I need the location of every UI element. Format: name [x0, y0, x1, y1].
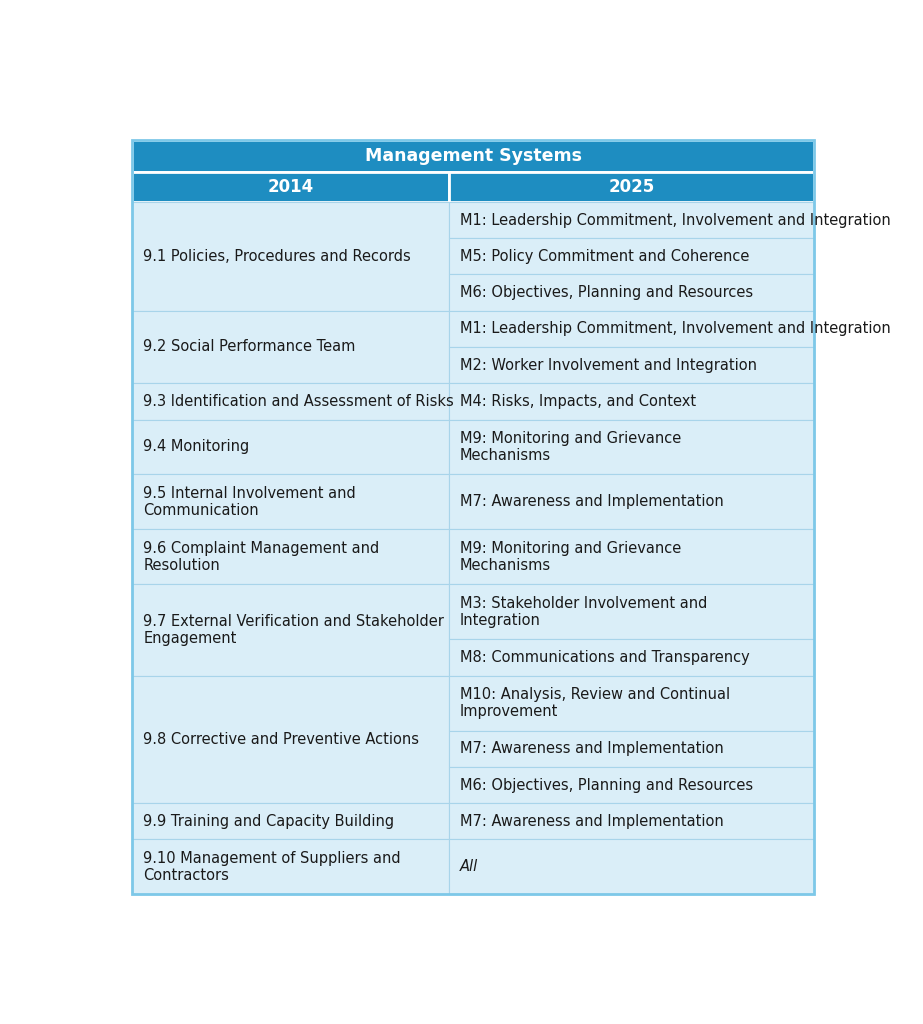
Text: M8: Communications and Transparency: M8: Communications and Transparency: [460, 650, 749, 665]
Bar: [132, 420, 450, 474]
Bar: [450, 585, 814, 639]
Text: 9.5 Internal Involvement and
Communication: 9.5 Internal Involvement and Communicati…: [143, 485, 356, 518]
Bar: [450, 420, 814, 474]
Text: 9.2 Social Performance Team: 9.2 Social Performance Team: [143, 340, 355, 354]
Bar: [132, 585, 450, 676]
Text: 9.7 External Verification and Stakeholder
Engagement: 9.7 External Verification and Stakeholde…: [143, 613, 444, 646]
Text: 9.8 Corrective and Preventive Actions: 9.8 Corrective and Preventive Actions: [143, 732, 419, 746]
Bar: [450, 803, 814, 840]
Bar: [450, 529, 814, 585]
Text: 9.9 Training and Capacity Building: 9.9 Training and Capacity Building: [143, 814, 394, 828]
Text: M6: Objectives, Planning and Resources: M6: Objectives, Planning and Resources: [460, 777, 753, 793]
Bar: [450, 474, 814, 529]
Bar: [132, 474, 450, 529]
Bar: [450, 639, 814, 676]
Text: M7: Awareness and Implementation: M7: Awareness and Implementation: [460, 495, 724, 510]
Bar: [132, 840, 450, 894]
Text: All: All: [460, 859, 478, 874]
Text: 9.4 Monitoring: 9.4 Monitoring: [143, 439, 249, 455]
Text: M5: Policy Commitment and Coherence: M5: Policy Commitment and Coherence: [460, 249, 749, 264]
Text: M9: Monitoring and Grievance
Mechanisms: M9: Monitoring and Grievance Mechanisms: [460, 541, 681, 573]
Text: 9.6 Complaint Management and
Resolution: 9.6 Complaint Management and Resolution: [143, 541, 379, 573]
Bar: [450, 676, 814, 731]
Text: M3: Stakeholder Involvement and
Integration: M3: Stakeholder Involvement and Integrat…: [460, 596, 707, 628]
Bar: [450, 347, 814, 383]
Bar: [450, 840, 814, 894]
Bar: [450, 731, 814, 767]
Text: M7: Awareness and Implementation: M7: Awareness and Implementation: [460, 814, 724, 828]
Bar: [450, 202, 814, 239]
Bar: [132, 140, 814, 172]
Text: M9: Monitoring and Grievance
Mechanisms: M9: Monitoring and Grievance Mechanisms: [460, 431, 681, 463]
Bar: [450, 767, 814, 803]
Text: M4: Risks, Impacts, and Context: M4: Risks, Impacts, and Context: [460, 394, 696, 409]
Text: M1: Leadership Commitment, Involvement and Integration: M1: Leadership Commitment, Involvement a…: [460, 213, 891, 227]
Text: M10: Analysis, Review and Continual
Improvement: M10: Analysis, Review and Continual Impr…: [460, 687, 730, 720]
Bar: [450, 172, 814, 202]
Bar: [132, 676, 450, 803]
Text: 9.1 Policies, Procedures and Records: 9.1 Policies, Procedures and Records: [143, 249, 411, 264]
Bar: [450, 383, 814, 420]
Text: M6: Objectives, Planning and Resources: M6: Objectives, Planning and Resources: [460, 285, 753, 300]
Text: 9.10 Management of Suppliers and
Contractors: 9.10 Management of Suppliers and Contrac…: [143, 851, 401, 883]
Text: 2014: 2014: [268, 178, 314, 196]
Text: 9.3 Identification and Assessment of Risks: 9.3 Identification and Assessment of Ris…: [143, 394, 454, 409]
Text: M7: Awareness and Implementation: M7: Awareness and Implementation: [460, 741, 724, 757]
Bar: [132, 529, 450, 585]
Bar: [450, 310, 814, 347]
Bar: [132, 202, 450, 310]
Text: M2: Worker Involvement and Integration: M2: Worker Involvement and Integration: [460, 357, 757, 373]
Bar: [132, 803, 450, 840]
Bar: [450, 274, 814, 310]
Text: M1: Leadership Commitment, Involvement and Integration: M1: Leadership Commitment, Involvement a…: [460, 322, 891, 336]
Bar: [450, 239, 814, 274]
Bar: [132, 383, 450, 420]
Text: Management Systems: Management Systems: [365, 146, 581, 165]
Bar: [132, 172, 450, 202]
Bar: [132, 310, 450, 383]
Text: 2025: 2025: [608, 178, 654, 196]
